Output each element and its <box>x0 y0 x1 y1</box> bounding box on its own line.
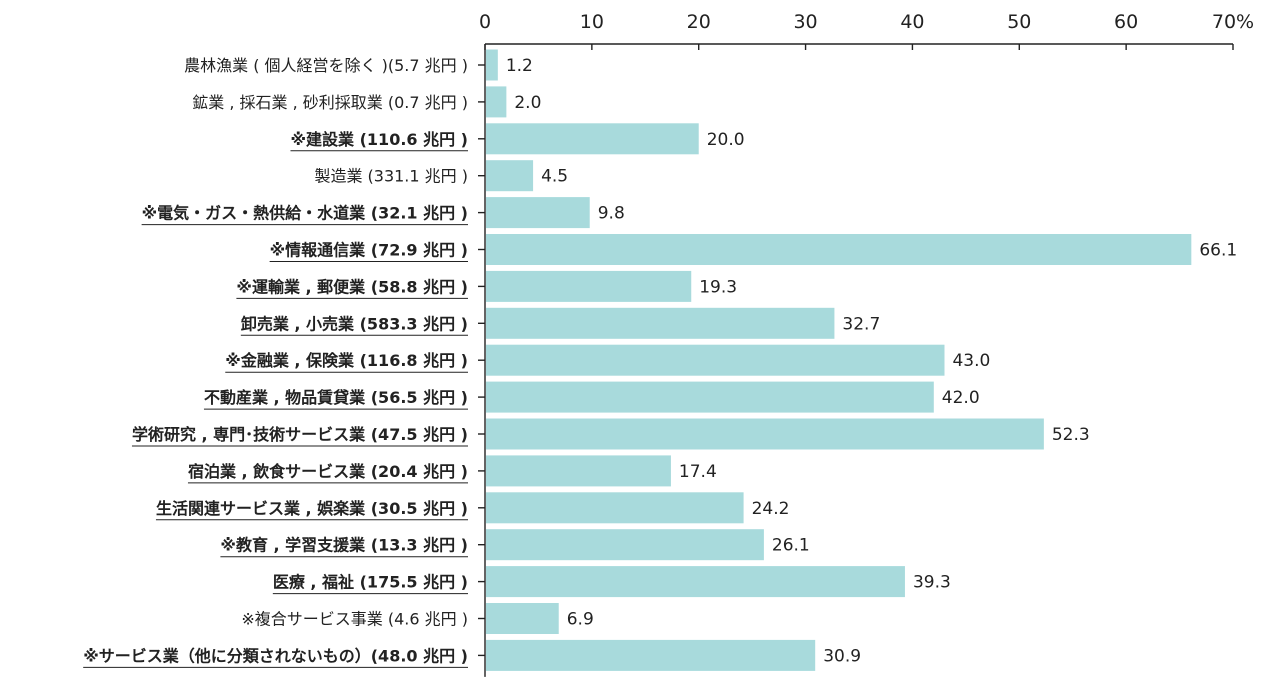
bar <box>486 307 835 339</box>
data-label: 39.3 <box>913 573 951 593</box>
data-label: 20.0 <box>707 130 745 150</box>
bar <box>486 234 1192 265</box>
bar <box>486 86 507 118</box>
category-label: ※サービス業（他に分類されないもの）(48.0 兆円 ) <box>83 646 468 665</box>
category-label: ※金融業 , 保険業 (116.8 兆円 ) <box>225 351 468 370</box>
category-label: ※電気・ガス・熱供給・水道業 (32.1 兆円 ) <box>142 204 468 223</box>
data-label: 42.0 <box>942 388 980 408</box>
x-tick-label: 70% <box>1212 11 1254 33</box>
x-tick-label: 10 <box>580 11 604 33</box>
x-tick-label: 50 <box>1007 11 1031 33</box>
bar <box>486 270 692 302</box>
data-label: 4.5 <box>541 167 568 187</box>
data-label: 17.4 <box>679 462 717 482</box>
data-label: 32.7 <box>842 314 880 334</box>
bar <box>486 566 905 598</box>
category-label: ※建設業 (110.6 兆円 ) <box>290 130 468 149</box>
bar <box>486 492 744 524</box>
value-labels: 1.2 2.0 20.0 4.5 9.8 66.1 19.3 32.7 43.0 42.0 52.3… <box>506 56 1237 666</box>
data-label: 2.0 <box>514 93 541 113</box>
bars-group <box>486 49 1192 671</box>
bar <box>486 455 671 487</box>
data-label: 26.1 <box>772 536 810 556</box>
x-tick-label: 20 <box>687 11 711 33</box>
x-tick-label: 60 <box>1114 11 1138 33</box>
category-label: ※教育 , 学習支援業 (13.3 兆円 ) <box>220 536 468 555</box>
data-label: 30.9 <box>823 646 861 666</box>
category-label: ※複合サービス事業 (4.6 兆円 ) <box>241 610 468 629</box>
bar <box>486 197 590 229</box>
y-axis <box>478 44 486 677</box>
bar <box>486 344 945 376</box>
category-label: 学術研究 , 専門･技術サービス業 (47.5 兆円 ) <box>132 425 468 444</box>
data-label: 1.2 <box>506 56 533 76</box>
data-label: 66.1 <box>1199 241 1237 261</box>
data-label: 19.3 <box>699 277 737 297</box>
bar <box>486 160 534 192</box>
category-label: 医療 , 福祉 (175.5 兆円 ) <box>273 573 468 592</box>
category-label: ※情報通信業 (72.9 兆円 ) <box>270 241 468 260</box>
x-tick-label: 40 <box>900 11 924 33</box>
category-label: 不動産業 , 物品賃貸業 (56.5 兆円 ) <box>204 388 468 407</box>
category-label: ※運輸業 , 郵便業 (58.8 兆円 ) <box>236 277 468 296</box>
data-label: 43.0 <box>952 351 990 371</box>
category-label: 卸売業 , 小売業 (583.3 兆円 ) <box>241 314 468 333</box>
x-tick-label: 30 <box>793 11 817 33</box>
category-labels: 農林漁業 ( 個人経営を除く )(5.7 兆円 ) 鉱業 , 採石業 , 砂利採取… <box>83 56 468 668</box>
category-label: 生活関連サービス業 , 娯楽業 (30.5 兆円 ) <box>156 499 468 518</box>
bar <box>486 123 699 155</box>
bar <box>486 418 1044 450</box>
data-label: 6.9 <box>567 610 594 630</box>
category-label: 鉱業 , 採石業 , 砂利採取業 (0.7 兆円 ) <box>192 93 468 112</box>
data-label: 24.2 <box>752 499 790 519</box>
bar <box>486 529 764 561</box>
bar <box>486 639 816 671</box>
x-tick-label: 0 <box>479 11 491 33</box>
x-axis: 0 10 20 30 40 50 60 70% <box>479 11 1254 50</box>
category-label: 製造業 (331.1 兆円 ) <box>314 167 468 186</box>
bar <box>486 49 498 81</box>
bar <box>486 381 934 413</box>
category-label: 農林漁業 ( 個人経営を除く )(5.7 兆円 ) <box>184 56 468 75</box>
category-label: 宿泊業 , 飲食サービス業 (20.4 兆円 ) <box>188 462 468 481</box>
bar <box>486 603 559 634</box>
data-label: 52.3 <box>1052 425 1090 445</box>
data-label: 9.8 <box>598 204 625 224</box>
